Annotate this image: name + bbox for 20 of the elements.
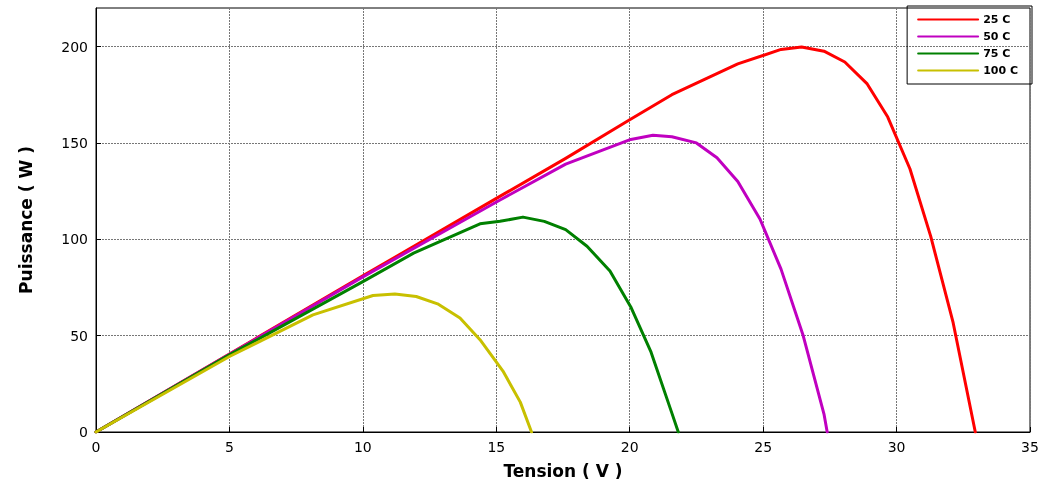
x-tick-label: 30 (887, 439, 906, 455)
text: 100 C (983, 64, 1019, 77)
x-tick-label: 10 (353, 439, 372, 455)
text: 75 C (983, 47, 1011, 60)
x-tick-label: 15 (487, 439, 506, 455)
y-tick-label: 100 (61, 231, 88, 248)
text: 25 C (983, 13, 1011, 26)
x-tick-label: 25 (754, 439, 773, 455)
y-tick-label: 50 (70, 327, 88, 344)
x-tick-label: 20 (620, 439, 639, 455)
x-tick-label: 35 (1021, 439, 1039, 455)
x-axis-title: Tension ( V ) (503, 460, 623, 481)
y-tick-label: 150 (61, 134, 88, 151)
x-tick-label: 5 (224, 439, 234, 455)
line-series (94, 292, 534, 434)
y-tick-label: 0 (79, 424, 88, 440)
y-axis-title: Puissance ( W ) (15, 146, 36, 294)
y-tick-label: 200 (61, 38, 88, 55)
x-tick-label: 0 (91, 439, 101, 455)
text: 50 C (983, 30, 1011, 43)
